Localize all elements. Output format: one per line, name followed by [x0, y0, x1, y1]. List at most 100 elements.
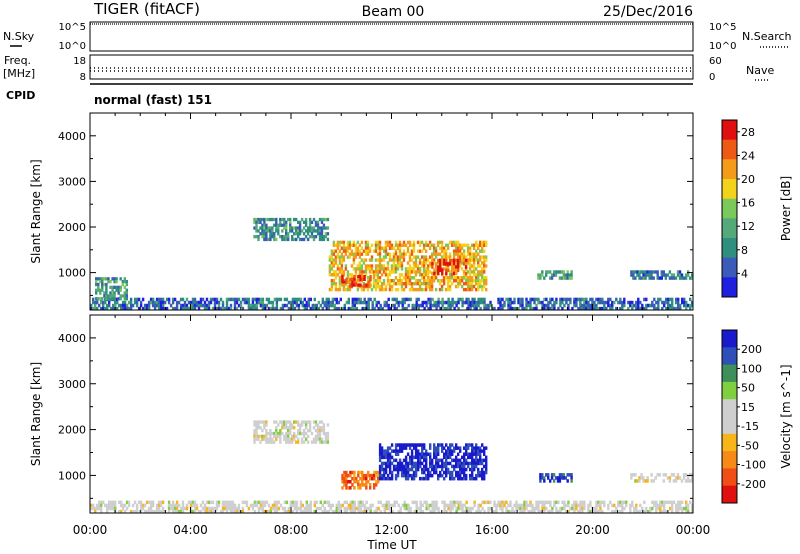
echo-cell — [111, 277, 114, 281]
echo-cell — [275, 303, 279, 308]
echo-cell — [343, 303, 346, 308]
echo-cell — [289, 503, 293, 508]
echo-cell — [94, 506, 97, 511]
echo-cell — [425, 464, 428, 469]
echo-cell — [291, 423, 294, 427]
x-tick-label: 04:00 — [173, 523, 208, 537]
echo-cell — [439, 262, 442, 266]
echo-cell — [378, 284, 382, 289]
echo-cell — [567, 509, 570, 514]
echo-cell — [671, 297, 674, 302]
echo-cell — [458, 249, 462, 253]
echo-cell — [285, 223, 288, 227]
nave-right-tick-top: 60 — [709, 56, 722, 67]
echo-cell — [535, 503, 538, 508]
echo-cell — [327, 303, 330, 308]
echo-cell — [433, 449, 436, 453]
echo-cell — [475, 300, 478, 305]
echo-cell — [404, 446, 408, 450]
echo-cell — [257, 297, 261, 302]
echo-cell — [329, 506, 332, 511]
echo-cell — [467, 455, 470, 460]
echo-cell — [309, 503, 312, 508]
echo-cell — [403, 503, 406, 508]
echo-cell — [657, 300, 660, 305]
echo-cell — [461, 464, 464, 469]
echo-cell — [405, 306, 408, 311]
echo-cell — [301, 503, 304, 508]
echo-cell — [402, 470, 406, 475]
echo-cell — [399, 300, 402, 305]
echo-cell — [195, 300, 199, 305]
echo-cell — [302, 431, 306, 436]
echo-cell — [359, 277, 362, 281]
echo-cell — [114, 300, 117, 305]
echo-cell — [501, 306, 504, 311]
echo-cell — [477, 243, 480, 247]
echo-cell — [356, 246, 360, 250]
echo-cell — [427, 467, 430, 472]
echo-cell — [349, 500, 352, 505]
echo-cell — [285, 220, 288, 224]
echo-cell — [343, 283, 346, 287]
echo-cell — [312, 237, 316, 242]
echo-cell — [450, 240, 454, 245]
echo-cell — [547, 500, 550, 505]
echo-cell — [541, 500, 544, 505]
echo-cell — [396, 470, 400, 475]
echo-cell — [571, 503, 574, 508]
echo-cell — [385, 303, 388, 308]
echo-cell — [451, 300, 454, 305]
echo-cell — [427, 300, 430, 305]
echo-cell — [121, 294, 124, 298]
echo-cell — [261, 500, 265, 505]
echo-cell — [113, 280, 116, 284]
echo-cell — [108, 506, 111, 511]
echo-cell — [477, 446, 480, 450]
echo-cell — [416, 282, 420, 286]
echo-cell — [435, 303, 438, 308]
echo-cell — [460, 243, 464, 247]
echo-cell — [424, 255, 428, 259]
echo-cell — [343, 280, 346, 284]
echo-cell — [400, 261, 404, 265]
echo-cell — [253, 297, 257, 302]
echo-cell — [470, 270, 474, 274]
echo-cell — [261, 503, 265, 508]
echo-cell — [428, 255, 432, 259]
echo-cell — [521, 303, 524, 308]
colorbar-segment — [722, 399, 737, 417]
echo-cell — [308, 220, 312, 224]
echo-cell — [669, 500, 672, 505]
echo-cell — [402, 464, 406, 469]
echo-cell — [255, 429, 258, 433]
echo-cell — [353, 274, 356, 279]
echo-cell — [443, 452, 446, 456]
echo-cell — [336, 246, 340, 250]
echo-cell — [509, 297, 512, 302]
echo-cell — [449, 503, 452, 508]
echo-cell — [90, 506, 93, 511]
echo-cell — [545, 306, 548, 311]
echo-cell — [377, 470, 380, 475]
echo-cell — [471, 461, 474, 466]
colorbar-tick-label: -15 — [741, 420, 759, 433]
echo-cell — [403, 500, 406, 505]
echo-cell — [293, 506, 297, 511]
echo-cell — [447, 303, 450, 308]
echo-cell — [338, 279, 342, 283]
echo-cell — [439, 258, 442, 263]
echo-cell — [376, 252, 380, 256]
echo-cell — [102, 300, 105, 305]
echo-cell — [235, 506, 239, 511]
echo-cell — [161, 300, 165, 305]
echo-cell — [353, 303, 356, 308]
echo-cell — [433, 455, 436, 460]
velocity-echo-cells — [90, 420, 694, 514]
echo-cell — [308, 223, 312, 227]
echo-cell — [318, 237, 322, 242]
echo-cell — [677, 303, 680, 308]
echo-cell — [334, 243, 338, 247]
echo-cell — [513, 297, 516, 302]
echo-cell — [537, 297, 540, 302]
